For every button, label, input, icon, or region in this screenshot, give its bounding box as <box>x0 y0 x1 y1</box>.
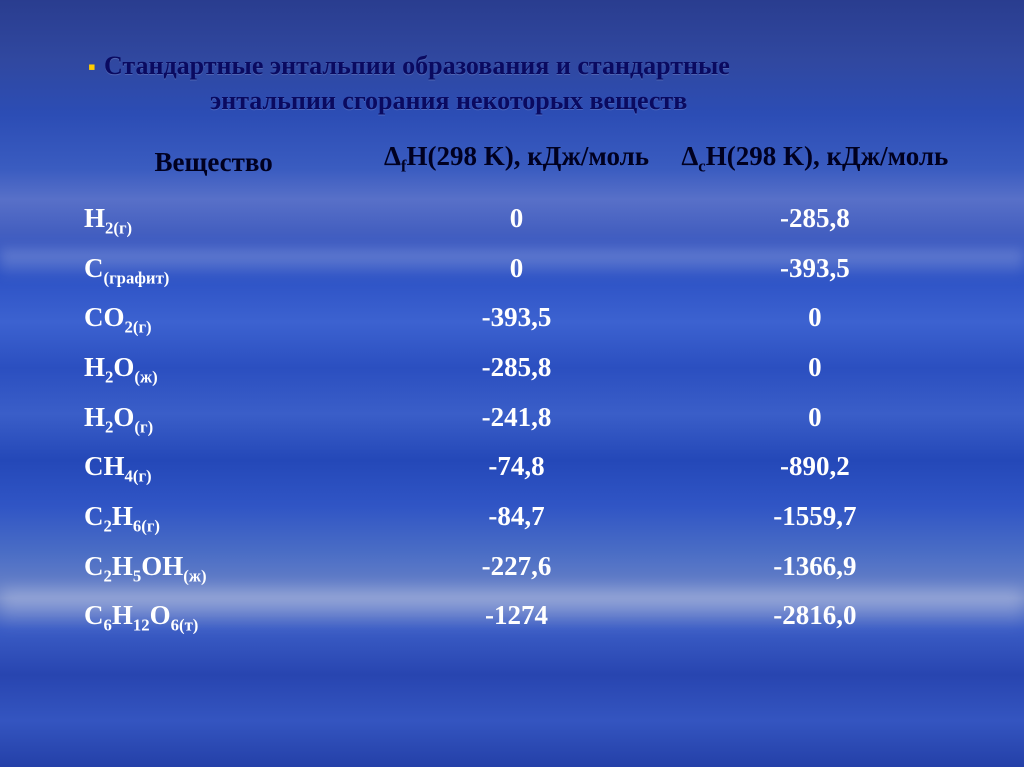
enthalpy-table: Вещество ΔfH(298 K), кДж/моль ΔcH(298 K)… <box>60 136 964 641</box>
cell-dcH: -1366,9 <box>666 542 964 592</box>
cell-dfH: -1274 <box>367 591 665 641</box>
col-dfH: ΔfH(298 K), кДж/моль <box>367 136 665 194</box>
cell-dfH: -285,8 <box>367 343 665 393</box>
cell-dcH: 0 <box>666 393 964 443</box>
col-substance: Вещество <box>60 136 367 194</box>
slide: ▪ Стандартные энтальпии образования и ст… <box>0 0 1024 767</box>
table-row: C(графит)0-393,5 <box>60 244 964 294</box>
col-dcH: ΔcH(298 K), кДж/моль <box>666 136 964 194</box>
cell-dfH: 0 <box>367 244 665 294</box>
cell-substance: C6H12O6(т) <box>60 591 367 641</box>
cell-substance: C2H5OH(ж) <box>60 542 367 592</box>
cell-dfH: 0 <box>367 194 665 244</box>
cell-dcH: 0 <box>666 343 964 393</box>
cell-dcH: -285,8 <box>666 194 964 244</box>
cell-substance: H2O(г) <box>60 393 367 443</box>
table-row: C2H5OH(ж)-227,6-1366,9 <box>60 542 964 592</box>
cell-dfH: -393,5 <box>367 293 665 343</box>
table-header-row: Вещество ΔfH(298 K), кДж/моль ΔcH(298 K)… <box>60 136 964 194</box>
cell-dcH: -1559,7 <box>666 492 964 542</box>
cell-dfH: -84,7 <box>367 492 665 542</box>
cell-dcH: 0 <box>666 293 964 343</box>
table-body: H2(г)0-285,8C(графит)0-393,5CO2(г)-393,5… <box>60 194 964 641</box>
cell-dfH: -241,8 <box>367 393 665 443</box>
cell-substance: C(графит) <box>60 244 367 294</box>
bullet-icon: ▪ <box>88 54 96 80</box>
table-row: H2O(г)-241,80 <box>60 393 964 443</box>
table-row: CO2(г)-393,50 <box>60 293 964 343</box>
cell-substance: CO2(г) <box>60 293 367 343</box>
slide-title: Стандартные энтальпии образования и стан… <box>104 48 964 118</box>
table-row: C2H6(г)-84,7-1559,7 <box>60 492 964 542</box>
cell-dcH: -890,2 <box>666 442 964 492</box>
table-row: H2(г)0-285,8 <box>60 194 964 244</box>
cell-substance: H2O(ж) <box>60 343 367 393</box>
table-row: C6H12O6(т)-1274-2816,0 <box>60 591 964 641</box>
table-row: CH4(г)-74,8-890,2 <box>60 442 964 492</box>
table-row: H2O(ж)-285,80 <box>60 343 964 393</box>
cell-dcH: -2816,0 <box>666 591 964 641</box>
cell-dfH: -227,6 <box>367 542 665 592</box>
cell-dcH: -393,5 <box>666 244 964 294</box>
cell-substance: H2(г) <box>60 194 367 244</box>
cell-substance: CH4(г) <box>60 442 367 492</box>
title-line-1: Стандартные энтальпии образования и стан… <box>104 51 730 80</box>
title-line-2: энтальпии сгорания некоторых веществ <box>210 83 964 118</box>
cell-substance: C2H6(г) <box>60 492 367 542</box>
cell-dfH: -74,8 <box>367 442 665 492</box>
